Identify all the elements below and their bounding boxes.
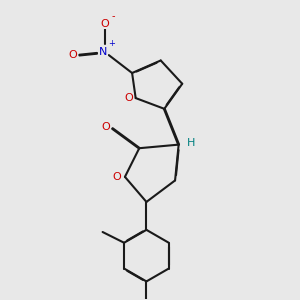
Text: O: O xyxy=(125,93,134,103)
Text: +: + xyxy=(108,39,115,48)
Text: N: N xyxy=(99,46,108,56)
Text: H: H xyxy=(187,138,195,148)
Text: O: O xyxy=(102,122,110,132)
Text: O: O xyxy=(101,19,110,28)
Text: O: O xyxy=(113,172,122,182)
Text: O: O xyxy=(69,50,77,60)
Text: -: - xyxy=(111,11,115,21)
